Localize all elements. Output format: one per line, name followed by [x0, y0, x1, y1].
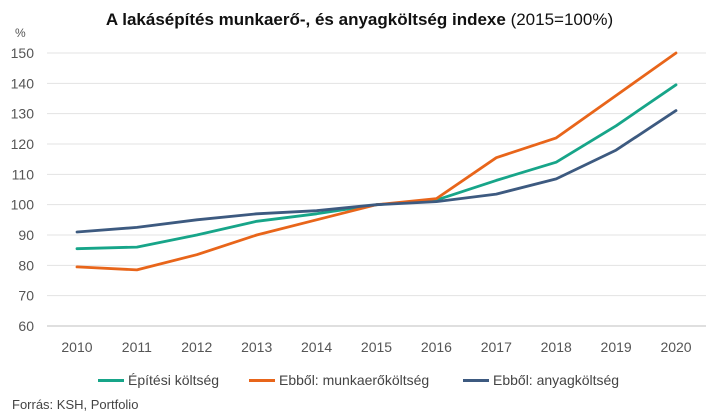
chart-title-suffix: (2015=100%) — [505, 10, 614, 29]
legend-label: Építési költség — [128, 372, 220, 388]
y-tick-label: 100 — [11, 197, 35, 213]
source-note: Forrás: KSH, Portfolio — [12, 397, 139, 412]
y-tick-label: 140 — [11, 75, 35, 91]
x-tick-label: 2014 — [301, 339, 332, 355]
x-tick-label: 2015 — [361, 339, 392, 355]
legend-item: Ebből: munkaerőköltség — [249, 372, 429, 388]
legend-label: Ebből: munkaerőköltség — [279, 372, 430, 388]
chart-title-main: A lakásépítés munkaerő-, és anyagköltség… — [105, 10, 506, 29]
x-tick-label: 2018 — [541, 339, 572, 355]
legend-item: Ebből: anyagköltség — [463, 372, 619, 388]
y-tick-label: 80 — [18, 257, 34, 273]
x-tick-label: 2020 — [660, 339, 691, 355]
series-line-2 — [75, 51, 678, 272]
y-tick-label: 120 — [11, 136, 35, 152]
x-tick-label: 2013 — [241, 339, 272, 355]
legend-swatch — [463, 378, 489, 382]
x-tick-label: 2011 — [122, 339, 152, 355]
y-tick-label: 60 — [18, 318, 34, 334]
x-tick-label: 2010 — [61, 339, 92, 355]
series-line-3 — [75, 109, 678, 234]
legend: Építési költség Ebből: munkaerőköltség Ebb… — [0, 372, 719, 390]
y-unit-label: % — [15, 26, 26, 40]
legend-swatch — [249, 378, 275, 382]
x-tick-label: 2012 — [181, 339, 212, 355]
chart-title: A lakásépítés munkaerő-, és anyagköltség… — [0, 10, 719, 30]
y-tick-label: 150 — [11, 45, 35, 61]
x-tick-label: 2016 — [421, 339, 452, 355]
x-tick-label: 2017 — [481, 339, 512, 355]
x-axis-ticks: 2010 2011 2012 2013 2014 2015 2016 2017 2018 2019… — [61, 339, 691, 355]
y-tick-label: 130 — [11, 106, 35, 122]
grid-lines — [47, 52, 706, 327]
y-tick-label: 110 — [12, 166, 35, 182]
y-axis-ticks: 60 70 80 90 100 110 120 130 140 150 — [11, 45, 35, 334]
y-tick-label: 90 — [18, 227, 34, 243]
legend-label: Ebből: anyagköltség — [493, 372, 620, 388]
legend-swatch — [98, 378, 124, 382]
x-tick-label: 2019 — [601, 339, 632, 355]
series-lines — [75, 51, 678, 272]
legend-item: Építési költség — [98, 372, 219, 388]
y-tick-label: 70 — [18, 288, 34, 304]
